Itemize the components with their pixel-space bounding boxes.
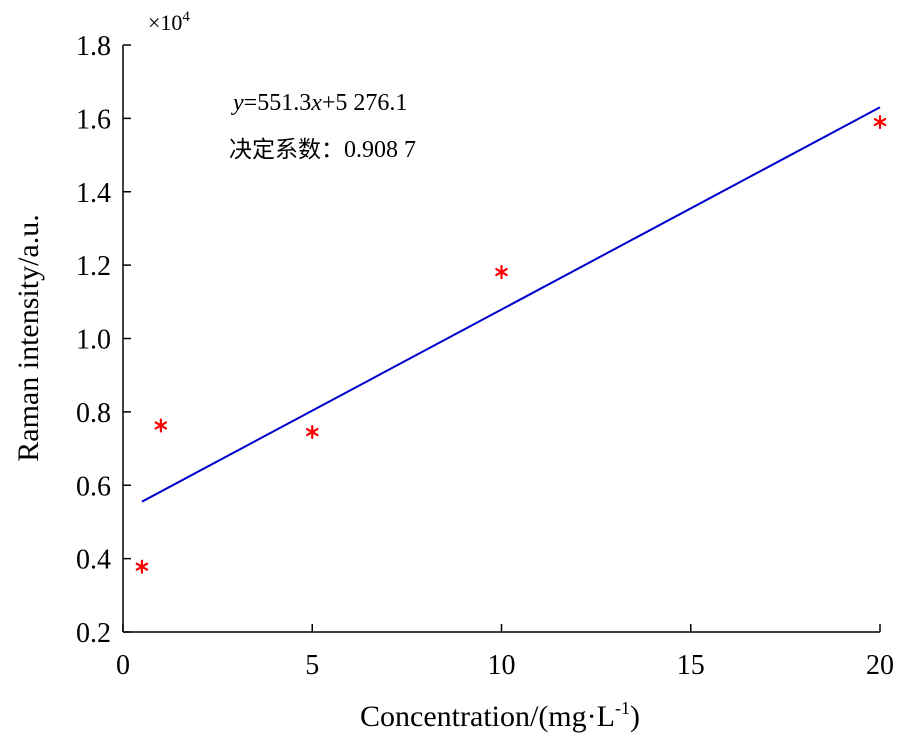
y-tick-label: 0.6 (76, 471, 111, 502)
y-tick-label: 0.4 (76, 545, 111, 576)
equation-intercept: +5 276.1 (322, 90, 408, 116)
r-squared-label: 决定系数： (229, 137, 344, 163)
x-title-superscript: -1 (615, 698, 630, 718)
y-multiplier-base: ×10 (148, 10, 182, 35)
x-tick-label: 15 (677, 650, 705, 681)
data-point (495, 264, 508, 280)
equation-slope: =551.3 (244, 90, 312, 116)
fit-equation: y=551.3x+5 276.1 (231, 90, 407, 116)
equation-x: x (310, 90, 322, 116)
x-tick-label: 20 (866, 650, 894, 681)
y-tick-label: 1.6 (76, 104, 111, 135)
r-squared-annotation: 决定系数：0.908 7 (229, 137, 416, 163)
x-title-main: Concentration/(mg·L (360, 700, 615, 733)
y-ticks: 0.2 0.4 0.6 0.8 1.0 1.2 1.4 1.6 1.8 (76, 31, 131, 649)
data-point (135, 559, 149, 574)
data-points (135, 114, 887, 574)
y-axis-multiplier: ×104 (148, 9, 190, 35)
y-multiplier-exponent: 4 (182, 9, 190, 25)
x-tick-label: 0 (116, 650, 130, 681)
y-tick-label: 0.2 (76, 618, 111, 649)
data-point (154, 418, 168, 433)
y-tick-label: 1.4 (76, 178, 111, 209)
y-tick-label: 0.8 (76, 398, 111, 429)
data-point (305, 424, 319, 440)
equation-y: y (231, 90, 244, 116)
x-title-end: ) (630, 700, 640, 733)
fit-line (141, 106, 881, 503)
r-squared-value: 0.908 7 (344, 137, 416, 163)
x-tick-label: 10 (488, 650, 516, 681)
data-point (873, 114, 887, 130)
x-ticks: 0 5 10 15 20 (116, 624, 894, 681)
x-tick-label: 5 (305, 650, 319, 681)
y-tick-label: 1.8 (76, 31, 111, 62)
y-tick-label: 1.0 (76, 325, 111, 356)
y-axis-title: Raman intensity/a.u. (12, 214, 45, 461)
axes (122, 45, 880, 633)
x-axis-title: Concentration/(mg·L-1) (360, 698, 640, 733)
y-tick-label: 1.2 (76, 251, 111, 282)
